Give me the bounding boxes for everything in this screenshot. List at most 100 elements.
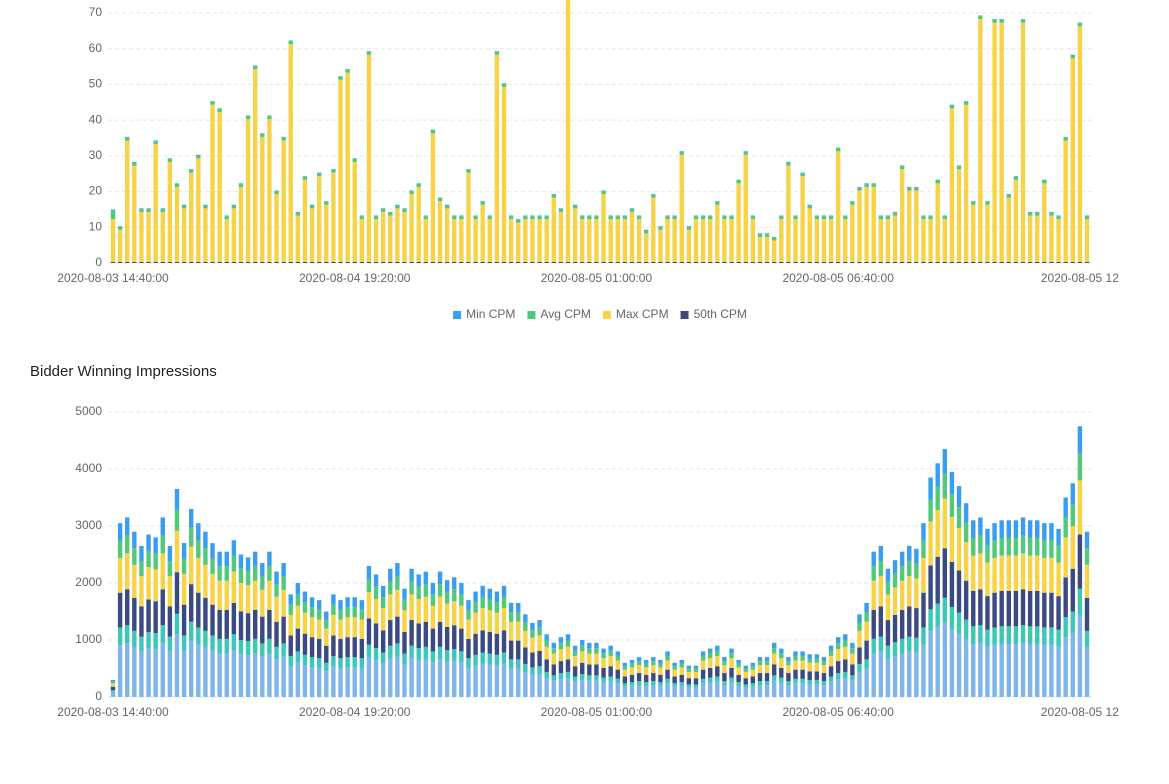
bar-segment [174,634,180,697]
bar-segment [466,638,471,659]
bar-segment [459,662,464,697]
bar-segment [750,683,756,687]
bar-segment [992,557,997,593]
bar-segment [750,666,756,670]
bar-segment [722,673,727,682]
bar-segment [530,674,535,697]
bar-segment [480,261,485,263]
bar-segment [316,658,322,668]
bar-segment [380,596,386,609]
y-tick-label: 0 [95,689,102,703]
bar-segment [921,644,926,697]
bar-segment [516,602,521,613]
bar-segment [537,666,542,674]
bar-segment [302,665,308,697]
bar-segment [224,261,229,263]
bar-segment [843,261,848,263]
bar-segment [324,611,329,621]
bar-segment [309,617,315,638]
bar-segment [871,186,876,262]
bar-segment [636,685,642,697]
bar-segment [501,86,507,262]
bar-segment [629,659,635,664]
bar-segment [871,638,876,654]
bar-segment [971,520,976,538]
bar-segment [651,681,656,686]
bar-segment [700,660,706,670]
bar-segment [1020,261,1026,263]
bar-segment [907,261,912,263]
bar-segment [736,663,741,668]
bar-segment [238,583,244,612]
bar-segment [1070,504,1075,526]
bar-segment [971,201,976,205]
bar-segment [1056,596,1061,630]
bar-segment [252,609,258,639]
bar-segment [786,161,791,163]
y-tick-label: 4000 [75,461,102,475]
bar-segment [203,647,208,697]
bar-segment [771,680,777,697]
bar-segment [345,617,350,638]
bar-segment [565,646,571,660]
bar-segment [459,594,464,606]
bar-segment [615,651,620,656]
bar-segment [466,169,471,170]
bar-segment [850,642,855,649]
bar-segment [1035,261,1040,263]
bar-segment [444,208,450,262]
bar-segment [736,667,741,675]
bar-segment [672,219,677,262]
bar-segment [395,204,400,206]
bar-segment [686,261,692,263]
bar-segment [523,219,528,262]
bar-segment [864,668,869,697]
bar-segment [402,209,407,212]
bar-segment [373,216,379,220]
bar-segment [359,219,365,262]
bar-segment [302,633,308,655]
bar-segment [665,678,670,684]
bar-segment [267,566,272,581]
bar-segment [395,563,400,577]
bar-segment [850,664,855,676]
bar-segment [999,537,1004,556]
bar-segment [558,208,564,210]
bar-segment [537,650,542,667]
bar-segment [1070,55,1075,59]
bar-segment [594,648,599,654]
bar-segment [558,637,564,644]
bar-segment [978,553,983,590]
bar-segment [914,548,919,564]
y-tick-label: 3000 [75,518,102,532]
x-tick-label: 2020-08-05 12 [1041,705,1119,719]
x-tick-label: 2020-08-05 06:40:00 [782,705,894,719]
bar-segment [1013,261,1019,263]
bar-segment [914,637,919,653]
bar-segment [139,561,144,577]
bar-segment [402,632,407,654]
bar-segment [444,650,450,662]
bar-segment [622,215,628,217]
bar-segment [487,664,493,697]
bar-segment [167,651,173,697]
bar-segment [203,531,208,549]
bar-segment [423,571,429,585]
bar-segment [580,640,585,646]
bar-segment [999,261,1004,263]
bar-segment [281,136,286,138]
bar-segment [1035,590,1040,627]
bar-segment [274,646,279,660]
bar-segment [793,215,798,217]
bar-segment [921,219,926,262]
bar-segment [139,208,144,210]
bar-segment [523,630,528,648]
bar-segment [380,209,386,212]
bar-segment [167,158,173,160]
bar-segment [146,211,151,262]
bar-segment [537,635,542,651]
bar-segment [999,626,1004,644]
bar-segment [110,691,116,697]
y-tick-label: 1000 [75,632,102,646]
bar-segment [715,676,720,682]
